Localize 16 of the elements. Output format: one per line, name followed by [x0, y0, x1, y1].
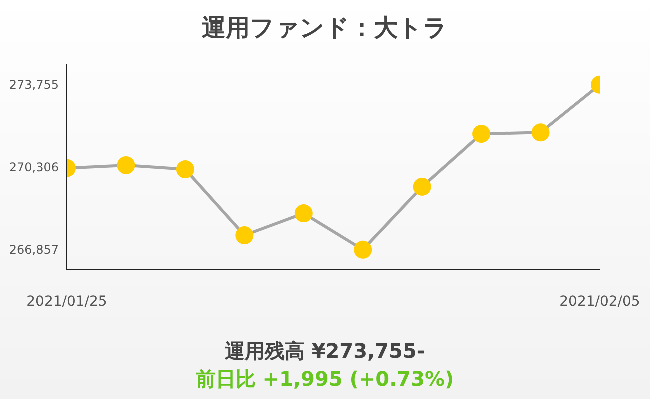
text: 前日比 +1,995 (+0.73%): [194, 366, 456, 393]
point: [236, 226, 254, 245]
point: [176, 160, 194, 179]
y-tick-label: 270,306: [9, 160, 59, 175]
y-tick-label: 266,857: [9, 243, 59, 258]
point: [117, 156, 136, 174]
point: [354, 240, 372, 259]
point: [294, 204, 313, 223]
x-tick-label: 2021/01/25: [26, 294, 108, 310]
x-tick-label: 2021/02/05: [560, 294, 640, 310]
text: 運用残高 ¥273,755-: [224, 338, 426, 365]
y-tick-label: 273,755: [9, 78, 59, 92]
point: [413, 178, 432, 196]
chart-title: 運用ファンド：大トラ: [201, 13, 449, 44]
point: [532, 124, 550, 142]
point: [472, 125, 491, 144]
